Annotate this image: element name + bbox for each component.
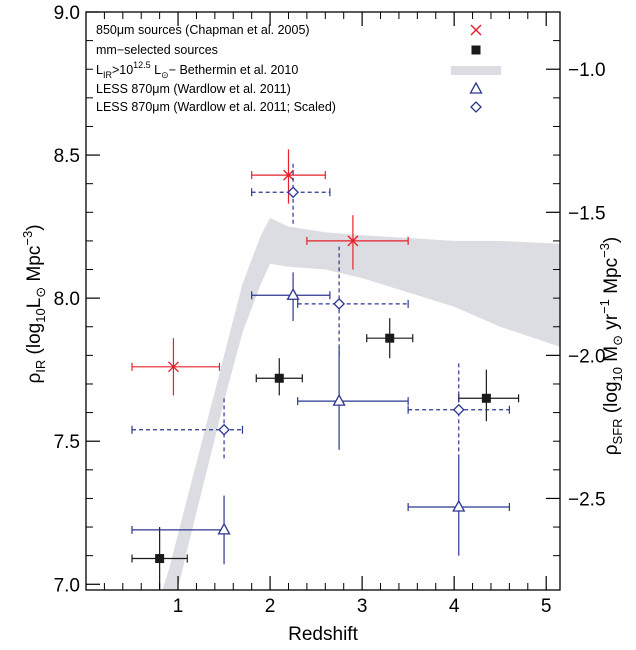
legend-x-symbol: [470, 24, 482, 36]
right-tick-label: −1.5: [568, 203, 606, 224]
square-marker: [155, 554, 165, 564]
diamond-marker: [333, 297, 346, 310]
plot-frame: [85, 11, 561, 591]
triangle-marker: [286, 287, 300, 300]
diamond-marker: [287, 186, 300, 199]
triangle-marker: [217, 522, 231, 535]
legend-entry-1: 850μm sources (Chapman et al. 2005): [96, 23, 482, 37]
square-marker: [274, 373, 284, 383]
x-marker: [282, 169, 294, 181]
right-tick-label: −2.5: [568, 489, 606, 510]
frame-layer: [85, 11, 561, 591]
x-tick-label: 5: [541, 596, 552, 617]
x-point-2: [251, 149, 326, 204]
square-point-2: [255, 358, 303, 396]
legend-label: 850μm sources (Chapman et al. 2005): [96, 23, 310, 37]
legend-label: LESS 870μm (Wardlow et al. 2011): [96, 82, 291, 96]
diamond-marker: [452, 403, 465, 416]
bethermin-band: [162, 218, 560, 590]
triangle-marker: [452, 499, 466, 512]
legend-label: LESS 870μm (Wardlow et al. 2011; Scaled): [96, 100, 336, 114]
legend-entry-3: LIR>1012.5 L⊙− Bethermin et al. 2010: [96, 60, 501, 80]
legend-entry-4: LESS 870μm (Wardlow et al. 2011): [96, 81, 483, 96]
y-tick-label: 9.0: [54, 3, 80, 24]
triangle-point-1: [131, 495, 231, 565]
x-marker: [347, 235, 359, 247]
legend-label: LIR>1012.5 L⊙− Bethermin et al. 2010: [96, 60, 298, 80]
legend-label: mm−selected sources: [96, 43, 218, 57]
y-axis-title-right: ρSFR (log10 M⊙ yr−1 Mpc−3): [597, 237, 625, 456]
square-point-4: [458, 369, 520, 422]
legend-square-symbol: [471, 45, 481, 55]
ticks-layer: 1 2 3 4 5 7.0 7.5 8.0 8.5 9.0 −1.0 −1.5 −2.0 −2.5: [54, 3, 606, 617]
legend-entry-2: mm−selected sources: [96, 43, 481, 57]
triangle-marker: [332, 393, 346, 406]
square-point-1: [131, 527, 188, 590]
x-marker: [167, 361, 179, 373]
right-tick-label: −1.0: [568, 60, 606, 81]
square-marker: [481, 393, 491, 403]
x-tick-label: 4: [449, 596, 460, 617]
points-layer: [131, 149, 520, 590]
legend-entry-5: LESS 870μm (Wardlow et al. 2011; Scaled): [96, 100, 482, 114]
y-tick-label: 8.5: [54, 146, 80, 167]
right-tick-label: −2.0: [568, 346, 606, 367]
diamond-point-1: [131, 395, 244, 459]
diamond-point-4: [407, 361, 510, 459]
y-tick-label: 7.5: [54, 432, 80, 453]
legend-band-swatch: [451, 66, 501, 75]
x-tick-label: 3: [357, 596, 368, 617]
triangle-point-4: [407, 458, 510, 556]
x-axis-title: Redshift: [288, 624, 358, 645]
y-tick-label: 8.0: [54, 289, 80, 310]
svg-text:ρSFR (log10 M⊙ yr−1 Mpc−3): ρSFR (log10 M⊙ yr−1 Mpc−3): [597, 237, 625, 456]
x-point-1: [131, 338, 221, 396]
legend: 850μm sources (Chapman et al. 2005) mm−se…: [96, 23, 501, 114]
svg-text:ρIR (log10L⊙ Mpc−3): ρIR (log10L⊙ Mpc−3): [20, 224, 48, 383]
triangle-point-3: [297, 346, 409, 450]
legend-diamond-symbol: [470, 101, 482, 113]
x-tick-label: 1: [173, 596, 184, 617]
x-tick-label: 2: [265, 596, 276, 617]
y-axis-title-left: ρIR (log10L⊙ Mpc−3): [20, 224, 48, 383]
legend-triangle-symbol: [469, 81, 483, 94]
square-point-3: [366, 318, 414, 359]
diamond-marker: [218, 423, 230, 436]
diamond-point-3: [297, 246, 409, 356]
band-layer: [162, 218, 560, 590]
triangle-point-2: [251, 272, 331, 322]
y-tick-label: 7.0: [54, 575, 80, 596]
diamond-point-2: [251, 163, 331, 224]
square-marker: [385, 333, 395, 343]
x-point-3: [306, 215, 409, 270]
